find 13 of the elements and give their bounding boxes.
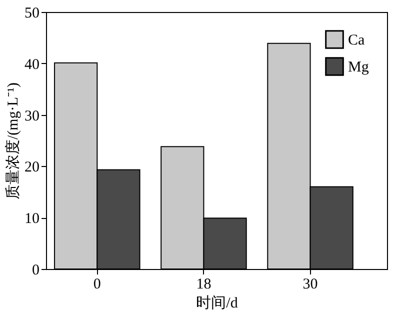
x-tick-label: 30 xyxy=(302,276,318,292)
x-tick-label: 18 xyxy=(196,276,212,292)
y-tick-label: 40 xyxy=(24,56,40,73)
y-tick-label: 10 xyxy=(24,211,40,228)
y-axis-title: 质量浓度/(mg·L⁻¹) xyxy=(4,82,22,200)
x-axis-title: 时间/d xyxy=(196,294,238,312)
y-tick-label: 50 xyxy=(24,6,40,22)
y-tick-label: 20 xyxy=(24,160,40,176)
legend-label: Mg xyxy=(348,60,370,76)
legend-label: Ca xyxy=(348,32,366,48)
y-tick-label: 0 xyxy=(32,262,40,278)
x-tick-label: 0 xyxy=(93,276,101,292)
y-tick-label: 30 xyxy=(24,108,40,124)
